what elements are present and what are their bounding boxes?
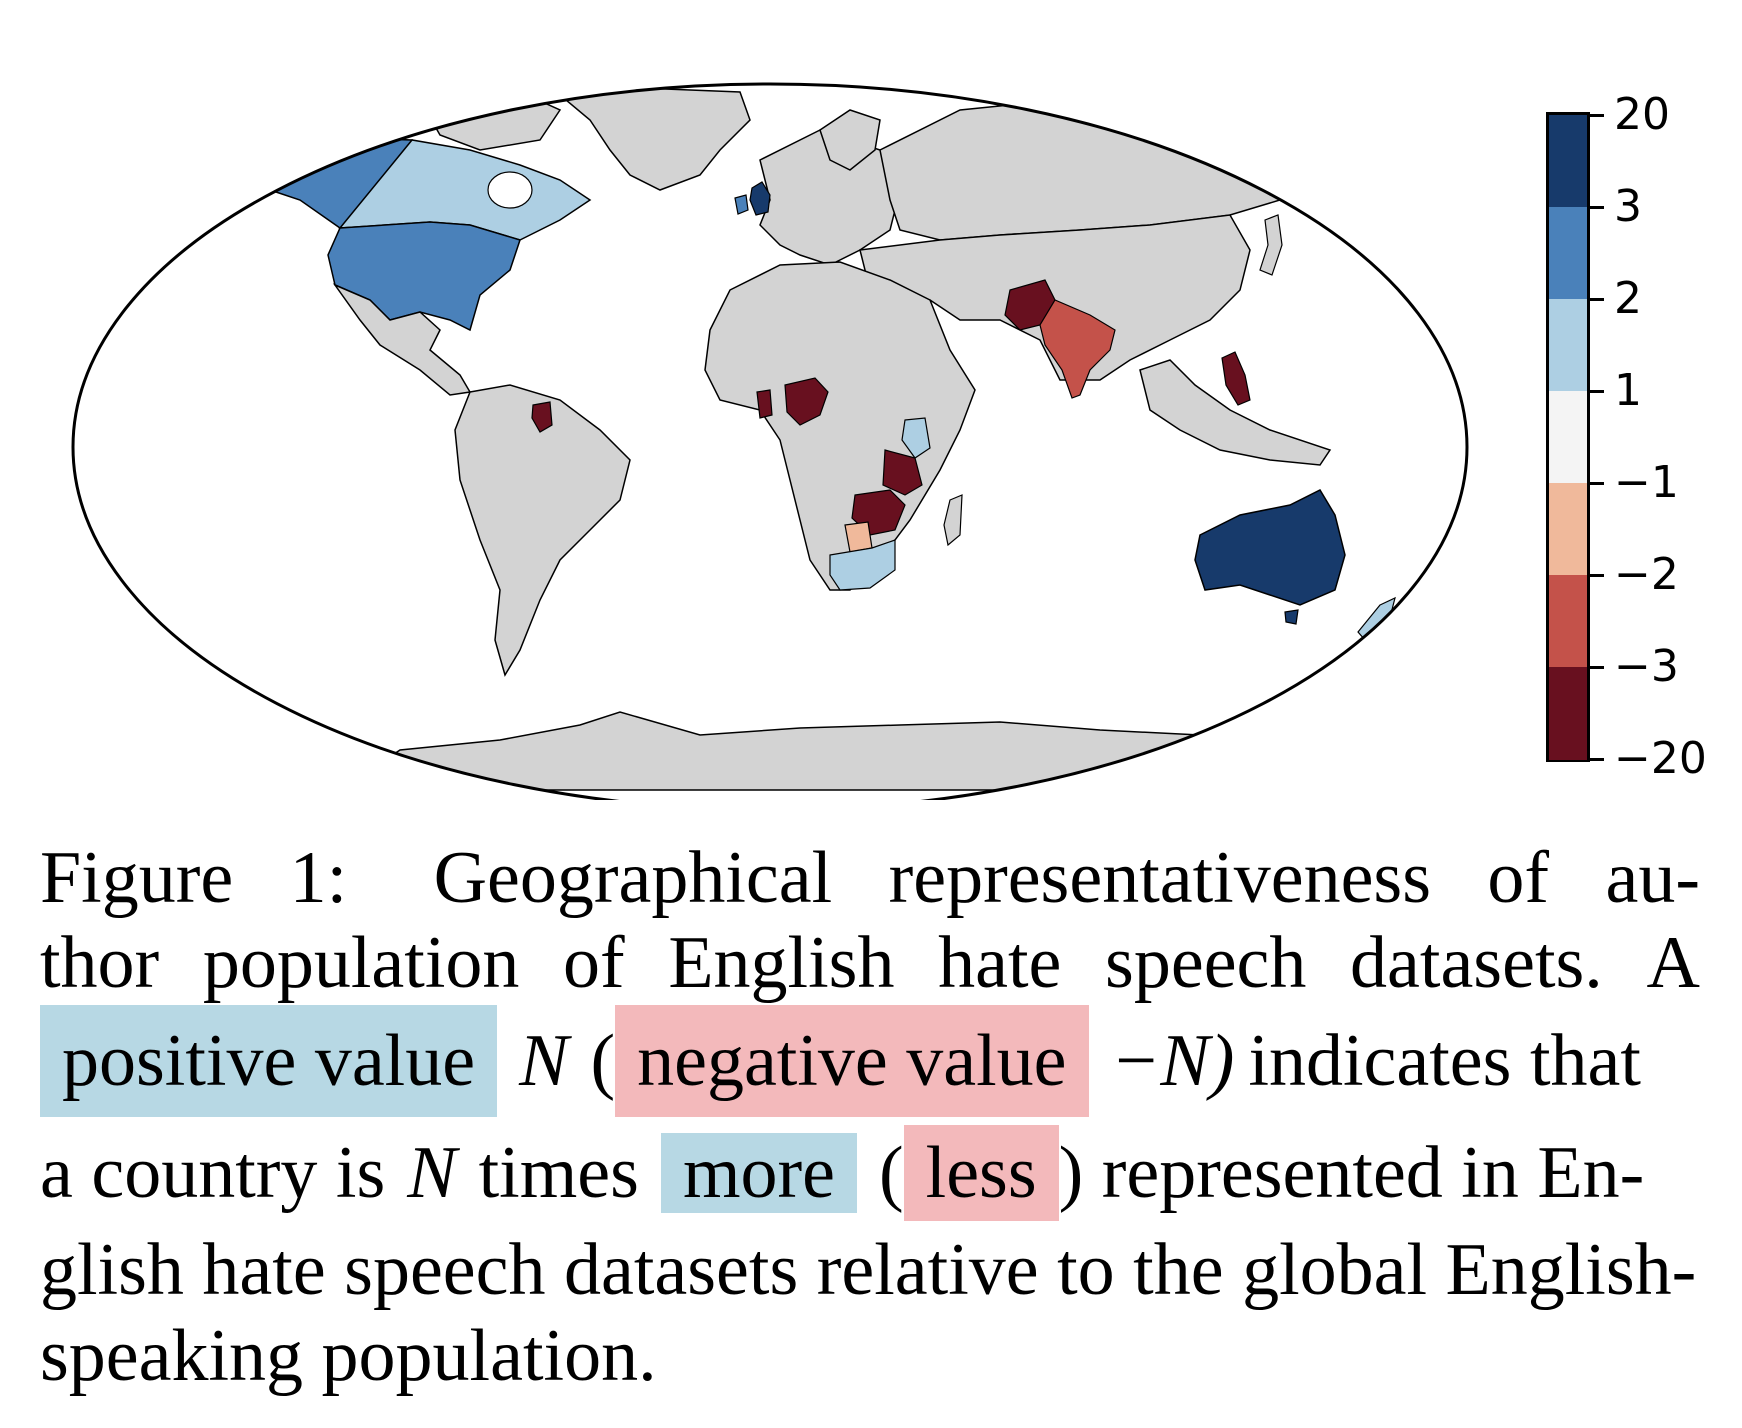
caption-text: ) represented in En- (1058, 1132, 1645, 1214)
colorbar-tick-label: 1 (1614, 365, 1642, 416)
colorbar-tick-mark (1590, 482, 1604, 485)
caption-word: representativeness (888, 837, 1432, 919)
caption-text: times (478, 1132, 639, 1214)
colorbar-tick-label: −20 (1614, 733, 1707, 784)
caption-word: population (202, 922, 520, 1004)
map-figure: 20 3 2 1 −1 −2 −3 −20 (71, 82, 1707, 800)
caption-line-4: a country is N times more ( less ) repre… (40, 1125, 1700, 1221)
colorbar-tick-label: −1 (1614, 457, 1679, 508)
n-symbol: N (407, 1132, 457, 1214)
colorbar-tick-label: −2 (1614, 549, 1679, 600)
colorbar-tick-label: 20 (1614, 89, 1670, 140)
caption-word: thor (40, 922, 160, 1004)
region-india (1039, 299, 1116, 399)
caption-line-5: glish hate speech datasets relative to t… (40, 1222, 1700, 1318)
region-southeast-asia (1139, 359, 1332, 466)
world-map (71, 82, 1469, 800)
map-frame (71, 82, 1469, 800)
caption-word: au- (1605, 837, 1700, 919)
negative-value-highlight: negative value (615, 1005, 1089, 1117)
region-tanzania (882, 449, 923, 496)
colorbar-segment (1549, 115, 1587, 208)
colorbar-segment (1549, 207, 1587, 300)
region-ghana (756, 389, 773, 419)
caption-word: of (1487, 837, 1550, 919)
colorbar-segment (1549, 483, 1587, 576)
colorbar-tick-label: −3 (1614, 641, 1679, 692)
less-highlight: less (903, 1125, 1059, 1221)
region-south-africa (829, 539, 896, 591)
region-scandinavia (819, 109, 881, 171)
caption-line-3: positive value N ( negative value −N) in… (40, 1005, 1700, 1117)
caption-line-2: thor population of English hate speech d… (40, 915, 1700, 1011)
caption-word: 1: (289, 837, 348, 919)
colorbar-tick-mark (1590, 758, 1604, 761)
colorbar-segment (1549, 299, 1587, 392)
region-nigeria (784, 377, 829, 426)
positive-value-highlight: positive value (40, 1005, 498, 1117)
caption-word: datasets. (1350, 922, 1603, 1004)
caption-word: speech (1105, 922, 1307, 1004)
region-kenya (901, 417, 931, 459)
region-tasmania (1284, 609, 1299, 625)
more-highlight: more (660, 1133, 857, 1213)
caption-word: of (563, 922, 625, 1004)
colorbar-tick-mark (1590, 298, 1604, 301)
region-asia (859, 214, 1251, 381)
colorbar-segment (1549, 575, 1587, 668)
caption-word: Figure (40, 837, 234, 919)
region-philippines (1221, 351, 1251, 406)
colorbar-tick-label: 3 (1614, 181, 1642, 232)
colorbar-tick-mark (1590, 666, 1604, 669)
caption-word: A (1646, 922, 1700, 1004)
caption-text: a country is (40, 1132, 386, 1214)
caption-text: speaking population. (40, 1315, 657, 1397)
region-united-kingdom (749, 181, 771, 216)
colorbar-tick-mark (1590, 574, 1604, 577)
open-paren: ( (878, 1132, 904, 1214)
region-central-america (332, 283, 472, 396)
caption-text: glish hate speech datasets relative to t… (40, 1229, 1697, 1311)
region-australia (1194, 489, 1346, 606)
colorbar-segment (1549, 391, 1587, 484)
region-south-america (454, 384, 631, 677)
colorbar (1546, 112, 1590, 762)
colorbar-tick-mark (1590, 206, 1604, 209)
caption-word: Geographical (433, 837, 833, 919)
region-greenland (558, 87, 751, 191)
colorbar-tick-mark (1590, 390, 1604, 393)
colorbar-tick-mark (1590, 114, 1604, 117)
caption-text: indicates that (1248, 1020, 1641, 1102)
open-paren: ( (590, 1020, 616, 1102)
colorbar-tick-label: 2 (1614, 273, 1642, 324)
n-symbol: N (519, 1020, 569, 1102)
region-hudson-bay (487, 171, 533, 209)
region-madagascar (943, 494, 963, 547)
region-guyana (531, 401, 553, 433)
caption-line-6: speaking population. (40, 1308, 1700, 1404)
region-ireland (734, 194, 749, 215)
caption-line-1: Figure 1: Geographical representativenes… (40, 830, 1700, 926)
colorbar-segment (1549, 667, 1587, 760)
caption-word: English (668, 922, 895, 1004)
minus-n-symbol: −N) (1110, 1020, 1235, 1102)
region-japan (1259, 214, 1283, 276)
region-botswana (844, 521, 873, 553)
caption-word: hate (938, 922, 1062, 1004)
